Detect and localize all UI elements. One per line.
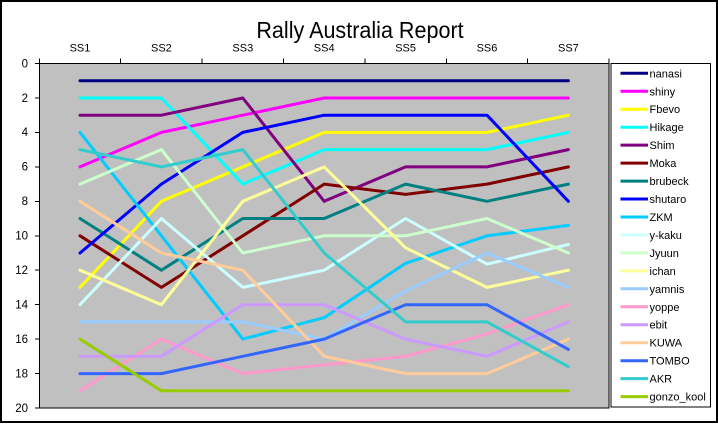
svg-text:yoppe: yoppe bbox=[650, 302, 680, 314]
svg-text:yamnis: yamnis bbox=[650, 284, 685, 296]
svg-text:18: 18 bbox=[15, 368, 28, 380]
svg-text:Fbevo: Fbevo bbox=[650, 104, 681, 116]
svg-text:SS7: SS7 bbox=[558, 43, 579, 55]
svg-text:SS6: SS6 bbox=[477, 43, 498, 55]
svg-text:20: 20 bbox=[15, 403, 28, 415]
svg-text:ebit: ebit bbox=[650, 320, 668, 332]
svg-text:10: 10 bbox=[15, 231, 28, 243]
svg-text:4: 4 bbox=[22, 127, 29, 139]
svg-text:0: 0 bbox=[22, 58, 28, 70]
svg-text:12: 12 bbox=[15, 265, 28, 277]
svg-text:SS4: SS4 bbox=[314, 43, 335, 55]
svg-text:Hikage: Hikage bbox=[650, 122, 684, 134]
svg-text:brubeck: brubeck bbox=[650, 176, 690, 188]
svg-text:SS3: SS3 bbox=[232, 43, 253, 55]
svg-text:8: 8 bbox=[22, 196, 28, 208]
svg-text:6: 6 bbox=[22, 162, 28, 174]
svg-text:ichan: ichan bbox=[650, 266, 676, 278]
svg-text:14: 14 bbox=[15, 300, 28, 312]
svg-text:Rally Australia Report: Rally Australia Report bbox=[256, 17, 464, 43]
svg-text:shutaro: shutaro bbox=[650, 194, 687, 206]
svg-text:shiny: shiny bbox=[650, 86, 676, 98]
svg-text:16: 16 bbox=[15, 334, 28, 346]
svg-text:y-kaku: y-kaku bbox=[650, 230, 682, 242]
svg-text:TOMBO: TOMBO bbox=[650, 356, 691, 368]
svg-text:Moka: Moka bbox=[650, 158, 678, 170]
svg-text:Shim: Shim bbox=[650, 140, 675, 152]
svg-text:SS2: SS2 bbox=[151, 43, 172, 55]
svg-text:Jyuun: Jyuun bbox=[650, 248, 679, 260]
svg-text:AKR: AKR bbox=[650, 374, 673, 386]
svg-text:KUWA: KUWA bbox=[650, 338, 683, 350]
svg-text:SS1: SS1 bbox=[70, 43, 91, 55]
svg-text:nanasi: nanasi bbox=[650, 68, 682, 80]
svg-text:SS5: SS5 bbox=[395, 43, 416, 55]
svg-text:ZKM: ZKM bbox=[650, 212, 673, 224]
svg-text:gonzo_kool: gonzo_kool bbox=[650, 392, 706, 404]
svg-text:2: 2 bbox=[22, 93, 28, 105]
